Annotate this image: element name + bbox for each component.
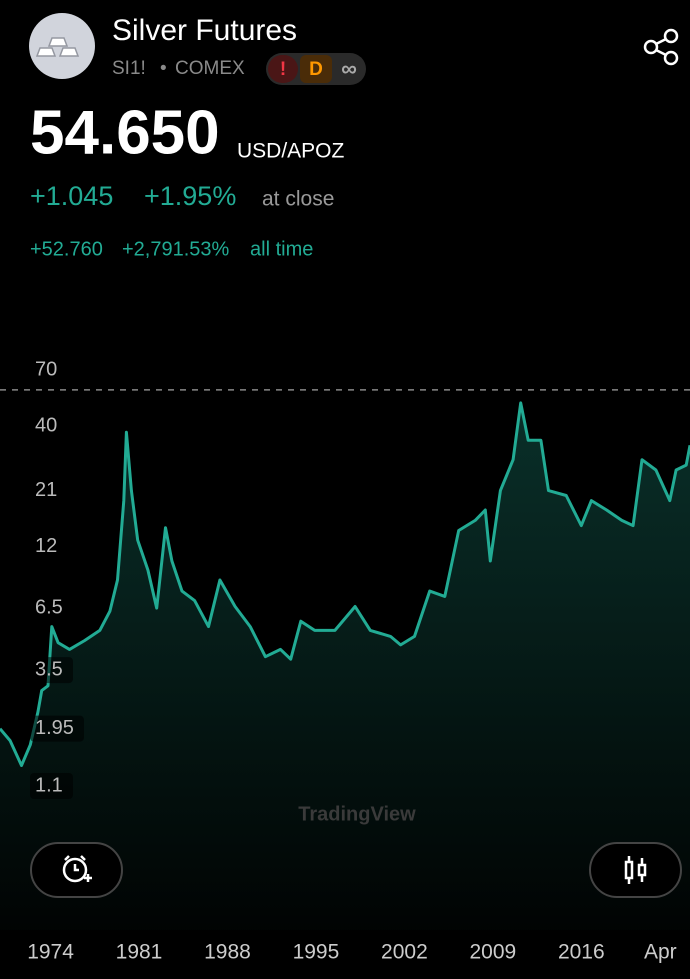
symbol: SI1! <box>112 58 146 79</box>
change-percent: +1.95% <box>144 181 236 211</box>
x-tick-label: 1988 <box>204 941 251 964</box>
share-button[interactable] <box>643 28 679 66</box>
exchange: COMEX <box>175 58 245 79</box>
title: Silver Futures <box>112 14 297 47</box>
x-tick-label: 1981 <box>116 941 163 964</box>
badge: ! <box>280 59 286 80</box>
y-tick-label: 6.5 <box>35 596 63 618</box>
x-tick-label: 2016 <box>558 941 605 964</box>
y-tick-label: 1.95 <box>35 717 74 739</box>
price: 54.650 <box>30 98 220 167</box>
price-line <box>0 401 690 767</box>
currency: USD/APOZ <box>237 140 345 163</box>
chart: 70 40 21 12 6.5 3.5 1.95 1.1 1974 1981 1988 1995 200… <box>0 357 690 964</box>
y-tick-mark <box>30 477 62 504</box>
y-tick-label: 1.1 <box>35 774 63 796</box>
all-time-percent: +2,791.53% <box>122 238 230 260</box>
y-tick-label: 12 <box>35 535 57 557</box>
y-tick-mark <box>30 773 73 799</box>
x-tick-label: Apr <box>644 941 677 964</box>
y-tick-mark <box>30 533 62 560</box>
all-time-change: +52.760 <box>30 238 103 260</box>
alert-button[interactable] <box>30 842 123 898</box>
badges[interactable]: ! D ∞ <box>266 53 366 85</box>
y-tick-mark <box>30 657 73 684</box>
session: at close <box>262 188 334 211</box>
watermark: TradingView <box>298 803 416 825</box>
y-tick-mark <box>30 595 73 622</box>
chart-type-button[interactable] <box>589 842 682 898</box>
badge: ∞ <box>341 56 357 81</box>
x-tick-label: 1995 <box>293 941 340 964</box>
y-tick-label: 70 <box>35 358 57 380</box>
y-tick-mark <box>30 357 62 383</box>
y-tick-mark <box>30 715 84 742</box>
all-time-label: all time <box>250 238 313 260</box>
y-tick-label: 21 <box>35 479 57 501</box>
x-tick-label: 2002 <box>381 941 428 964</box>
y-tick-label: 3.5 <box>35 658 63 680</box>
area-fill <box>0 402 690 930</box>
x-tick-label: 2009 <box>469 941 516 964</box>
symbol-icon <box>29 13 95 79</box>
y-tick-label: 40 <box>35 414 57 436</box>
badge: D <box>309 59 323 80</box>
x-tick-label: 1974 <box>27 941 74 964</box>
y-tick-mark <box>30 413 62 440</box>
change: +1.045 <box>30 181 113 211</box>
separator: • <box>160 58 167 79</box>
